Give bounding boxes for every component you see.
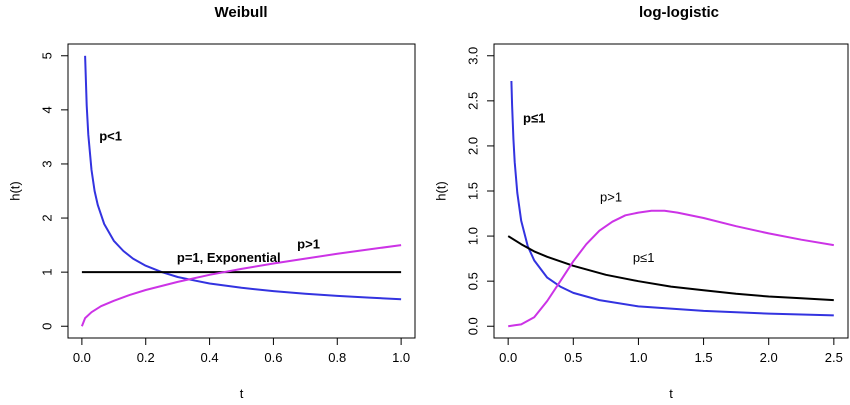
annotation-label: p<1 [99,128,122,143]
annotation-label: p≤1 [633,250,655,265]
weibull-chart: Weibull 0.0 0.2 0.4 0.6 0.8 1.0 0 1 2 3 4 5 t h(t) p<1 p… [7,4,416,401]
y-tick-label: 4 [39,106,54,113]
series-line-2 [508,209,834,328]
y-tick-label: 2.5 [465,92,480,110]
x-tick-label: 0.6 [264,350,282,365]
annotation-label: p>1 [600,190,622,205]
x-tick-label: 1.5 [695,350,713,365]
x-tick-label: 0.5 [564,350,582,365]
x-tick-label: 1.0 [629,350,647,365]
y-tick-label: 5 [39,52,54,59]
x-axis-label: t [669,386,673,401]
log-logistic-chart: log-logistic 0.0 0.5 1.0 1.5 2.0 2.5 0.0 0.5 1.0 1… [433,4,849,401]
chart-title: Weibull [214,4,267,21]
y-tick-label: 0.0 [465,317,480,335]
y-tick-label: 2.0 [465,137,480,155]
y-tick-label: 0 [39,323,54,330]
x-tick-label: 1.0 [392,350,410,365]
series-line-0 [510,80,834,317]
x-tick-label: 2.5 [825,350,843,365]
x-tick-label: 0.4 [201,350,219,365]
y-axis-label: h(t) [433,181,448,201]
y-tick-label: 0.5 [465,272,480,290]
x-tick-label: 2.0 [760,350,778,365]
y-tick-label: 1.0 [465,227,480,245]
x-tick-label: 0.0 [73,350,91,365]
y-tick-label: 2 [39,214,54,221]
x-tick-label: 0.8 [328,350,346,365]
plot-frame [67,43,416,339]
y-axis-label: h(t) [7,181,22,201]
plot-frame [493,43,849,339]
y-tick-label: 1.5 [465,182,480,200]
series-line-1 [507,235,834,302]
x-tick-label: 0.0 [499,350,517,365]
y-tick-label: 1 [39,269,54,276]
chart-title: log-logistic [639,4,719,21]
y-tick-label: 3.0 [465,47,480,65]
series-line-2 [80,244,402,327]
y-tick-label: 3 [39,160,54,167]
x-axis-label: t [240,386,244,401]
annotation-label: p=1, Exponential [177,250,281,265]
x-tick-label: 0.2 [137,350,155,365]
annotation-label: p≤1 [523,110,545,125]
series-line-0 [84,55,402,301]
annotation-label: p>1 [297,237,320,252]
